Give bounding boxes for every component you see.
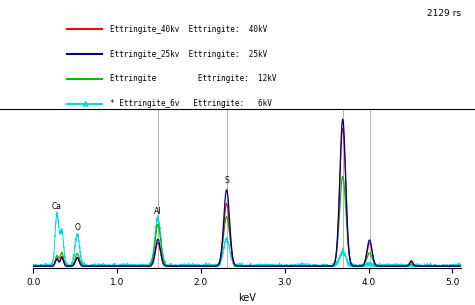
X-axis label: keV: keV — [238, 293, 256, 303]
Text: * Ettringite_6v   Ettringite:   6kV: * Ettringite_6v Ettringite: 6kV — [110, 99, 272, 108]
Text: 2129 rs: 2129 rs — [427, 9, 461, 18]
Text: O: O — [74, 224, 80, 232]
Text: Ettringite         Ettringite:  12kV: Ettringite Ettringite: 12kV — [110, 74, 277, 84]
Text: Ettringite_40kv  Ettringite:  40kV: Ettringite_40kv Ettringite: 40kV — [110, 25, 267, 34]
Text: S: S — [224, 175, 229, 185]
Text: Al: Al — [154, 207, 162, 216]
Text: Ca: Ca — [52, 202, 62, 211]
Text: Ettringite_25kv  Ettringite:  25kV: Ettringite_25kv Ettringite: 25kV — [110, 49, 267, 59]
